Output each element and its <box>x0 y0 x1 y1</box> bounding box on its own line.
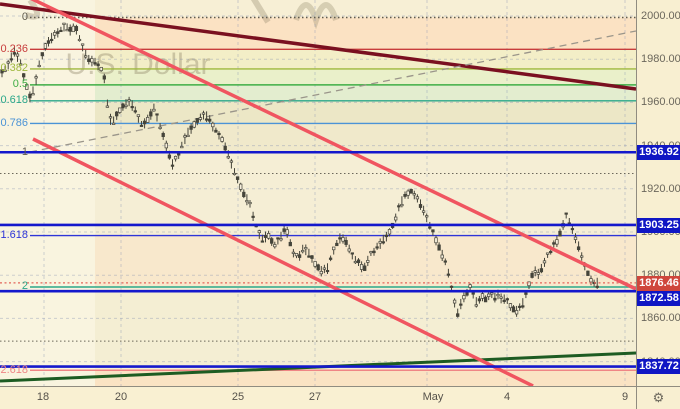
trendline-dashed-gray-trend[interactable] <box>29 30 636 153</box>
chart-canvas[interactable]: U.S. Dollar <box>0 0 636 386</box>
watermark-text: U.S. Dollar <box>65 48 210 81</box>
time-tick-label-25: 25 <box>231 391 245 403</box>
trendline-channel-pink-lower[interactable] <box>32 137 534 386</box>
watermark-fragment <box>293 2 339 30</box>
fib-band-0.786 <box>95 123 636 153</box>
price-tick-label: 1980.00 <box>641 53 680 66</box>
price-tick-label: 1920.00 <box>641 182 680 195</box>
price-badge-1837.72: 1837.72 <box>637 358 680 374</box>
watermark-fragment <box>250 0 271 24</box>
price-axis[interactable]: 2000.001980.001960.001940.001920.001900.… <box>636 0 680 386</box>
fib-band-0.5 <box>95 84 636 101</box>
price-tick-label: 2000.00 <box>641 10 680 22</box>
fib-band-0.382 <box>95 68 636 85</box>
time-tick-label-9: 9 <box>621 391 629 403</box>
candlestick-series <box>0 22 599 318</box>
watermark-fragment <box>25 0 40 20</box>
fib-band-0 <box>95 17 636 50</box>
time-tick-label-27: 27 <box>308 391 322 403</box>
time-tick-label-May: May <box>422 391 444 403</box>
fib-band-0.236 <box>95 49 636 69</box>
trendline-resistance-maroon[interactable] <box>0 2 636 91</box>
axis-corner: ⚙ <box>636 386 680 409</box>
chart-area[interactable]: U.S. Dollar 0 0.236 0.382 0.5 0.618 0.786 1 1.6… <box>0 0 636 386</box>
time-tick-label-4: 4 <box>503 391 511 403</box>
price-tick-label: 1960.00 <box>641 96 680 109</box>
price-badge-1872.58: 1872.58 <box>637 290 680 306</box>
trendline-channel-pink-upper[interactable] <box>30 0 636 291</box>
time-tick-label-20: 20 <box>114 391 128 403</box>
time-tick-label-18: 18 <box>36 391 50 403</box>
fib-band-2.618 <box>95 370 636 386</box>
price-badge-1876.46: 1876.46 <box>637 275 680 291</box>
price-badge-1903.25: 1903.25 <box>637 217 680 233</box>
left-margin-shade <box>0 0 95 386</box>
time-axis[interactable]: 18 20 25 27 May 4 9 <box>0 386 636 409</box>
fib-band-0.618 <box>95 100 636 124</box>
settings-gear-icon[interactable]: ⚙ <box>652 390 665 405</box>
fib-band-1 <box>95 152 636 236</box>
price-badge-1936.92: 1936.92 <box>637 144 680 160</box>
price-tick-label: 1860.00 <box>641 312 680 325</box>
